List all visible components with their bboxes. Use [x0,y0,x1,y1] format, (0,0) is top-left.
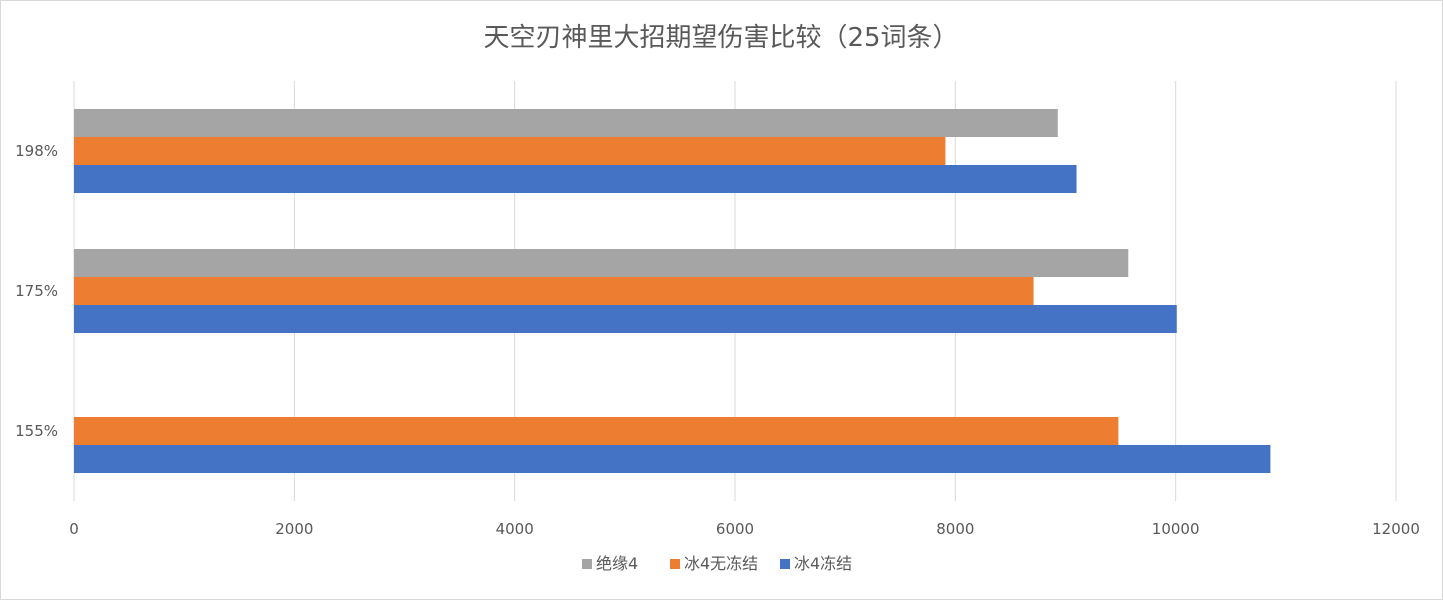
legend-label: 绝缘4 [596,554,638,573]
bar-175%-冰4无冻结 [74,277,1034,305]
legend-swatch-绝缘4 [582,559,592,569]
x-tick-label: 4000 [496,520,534,538]
x-axis-tick-labels: 0 2000 4000 6000 8000 10000 12000 [69,520,1420,538]
legend: 绝缘4 冰4无冻结 冰4冻结 [582,554,852,573]
x-tick-label: 0 [69,520,79,538]
x-tick-label: 8000 [936,520,974,538]
legend-label: 冰4无冻结 [684,554,758,573]
bar-198%-绝缘4 [74,109,1058,137]
bar-175%-绝缘4 [74,249,1129,277]
chart-title: 天空刃神里大招期望伤害比较（25词条） [483,23,958,53]
bar-175%-冰4冻结 [74,305,1177,333]
bar-198%-冰4无冻结 [74,137,946,165]
y-category-label: 198% [15,142,58,160]
legend-swatch-冰4无冻结 [670,559,680,569]
x-tick-label: 10000 [1152,520,1200,538]
x-tick-label: 12000 [1372,520,1420,538]
bar-155%-冰4无冻结 [74,417,1119,445]
x-tick-label: 2000 [275,520,313,538]
y-axis-category-labels: 155% 175% 198% [15,142,58,440]
bars [74,109,1271,473]
bar-198%-冰4冻结 [74,165,1077,193]
bar-155%-冰4冻结 [74,445,1271,473]
legend-label: 冰4冻结 [794,554,852,573]
y-category-label: 175% [15,282,58,300]
y-category-label: 155% [15,422,58,440]
legend-swatch-冰4冻结 [780,559,790,569]
x-tick-label: 6000 [716,520,754,538]
